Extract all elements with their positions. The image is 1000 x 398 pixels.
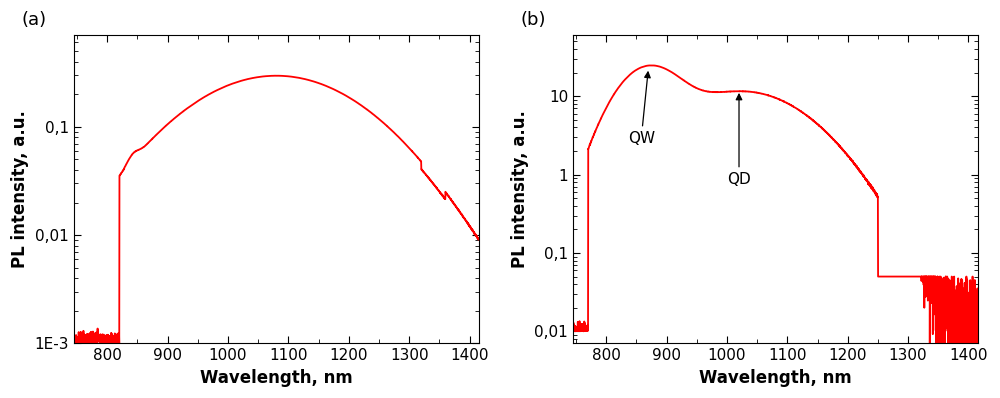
X-axis label: Wavelength, nm: Wavelength, nm — [699, 369, 852, 387]
Text: QW: QW — [628, 72, 655, 146]
Text: (a): (a) — [21, 11, 47, 29]
Y-axis label: PL intensity, a.u.: PL intensity, a.u. — [11, 110, 29, 268]
Text: QD: QD — [727, 94, 751, 187]
X-axis label: Wavelength, nm: Wavelength, nm — [200, 369, 353, 387]
Y-axis label: PL intensity, a.u.: PL intensity, a.u. — [511, 110, 529, 268]
Text: (b): (b) — [520, 11, 546, 29]
